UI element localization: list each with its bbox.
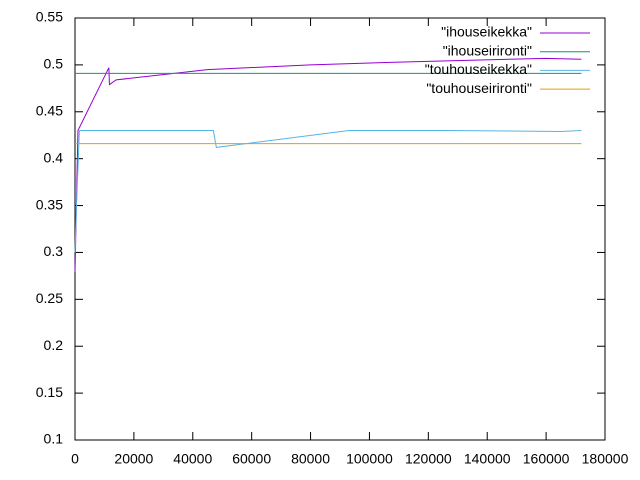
series-line	[74, 130, 582, 253]
legend-label: "touhouseikekka"	[425, 61, 532, 77]
y-tick-label: 0.3	[44, 243, 64, 259]
legend-label: "ihouseirironti"	[443, 42, 532, 58]
x-tick-label: 80000	[291, 451, 330, 467]
y-tick-label: 0.15	[36, 384, 63, 400]
y-tick-label: 0.2	[44, 337, 64, 353]
y-tick-label: 0.5	[44, 56, 64, 72]
x-tick-label: 160000	[523, 451, 570, 467]
x-tick-label: 0	[71, 451, 79, 467]
legend-label: "ihouseikekka"	[441, 24, 532, 40]
x-tick-label: 140000	[464, 451, 511, 467]
legend-label: "touhouseirironti"	[426, 80, 532, 96]
series-line	[74, 57, 582, 273]
y-tick-label: 0.45	[36, 102, 63, 118]
y-tick-label: 0.55	[36, 9, 63, 25]
y-tick-label: 0.1	[44, 431, 64, 447]
x-tick-label: 100000	[346, 451, 393, 467]
x-tick-label: 40000	[173, 451, 212, 467]
x-tick-label: 120000	[405, 451, 452, 467]
x-tick-label: 60000	[232, 451, 271, 467]
plot-border	[74, 17, 606, 441]
y-tick-label: 0.25	[36, 290, 63, 306]
y-tick-label: 0.35	[36, 196, 63, 212]
x-tick-label: 20000	[114, 451, 153, 467]
y-tick-label: 0.4	[44, 149, 64, 165]
x-tick-label: 180000	[582, 451, 629, 467]
